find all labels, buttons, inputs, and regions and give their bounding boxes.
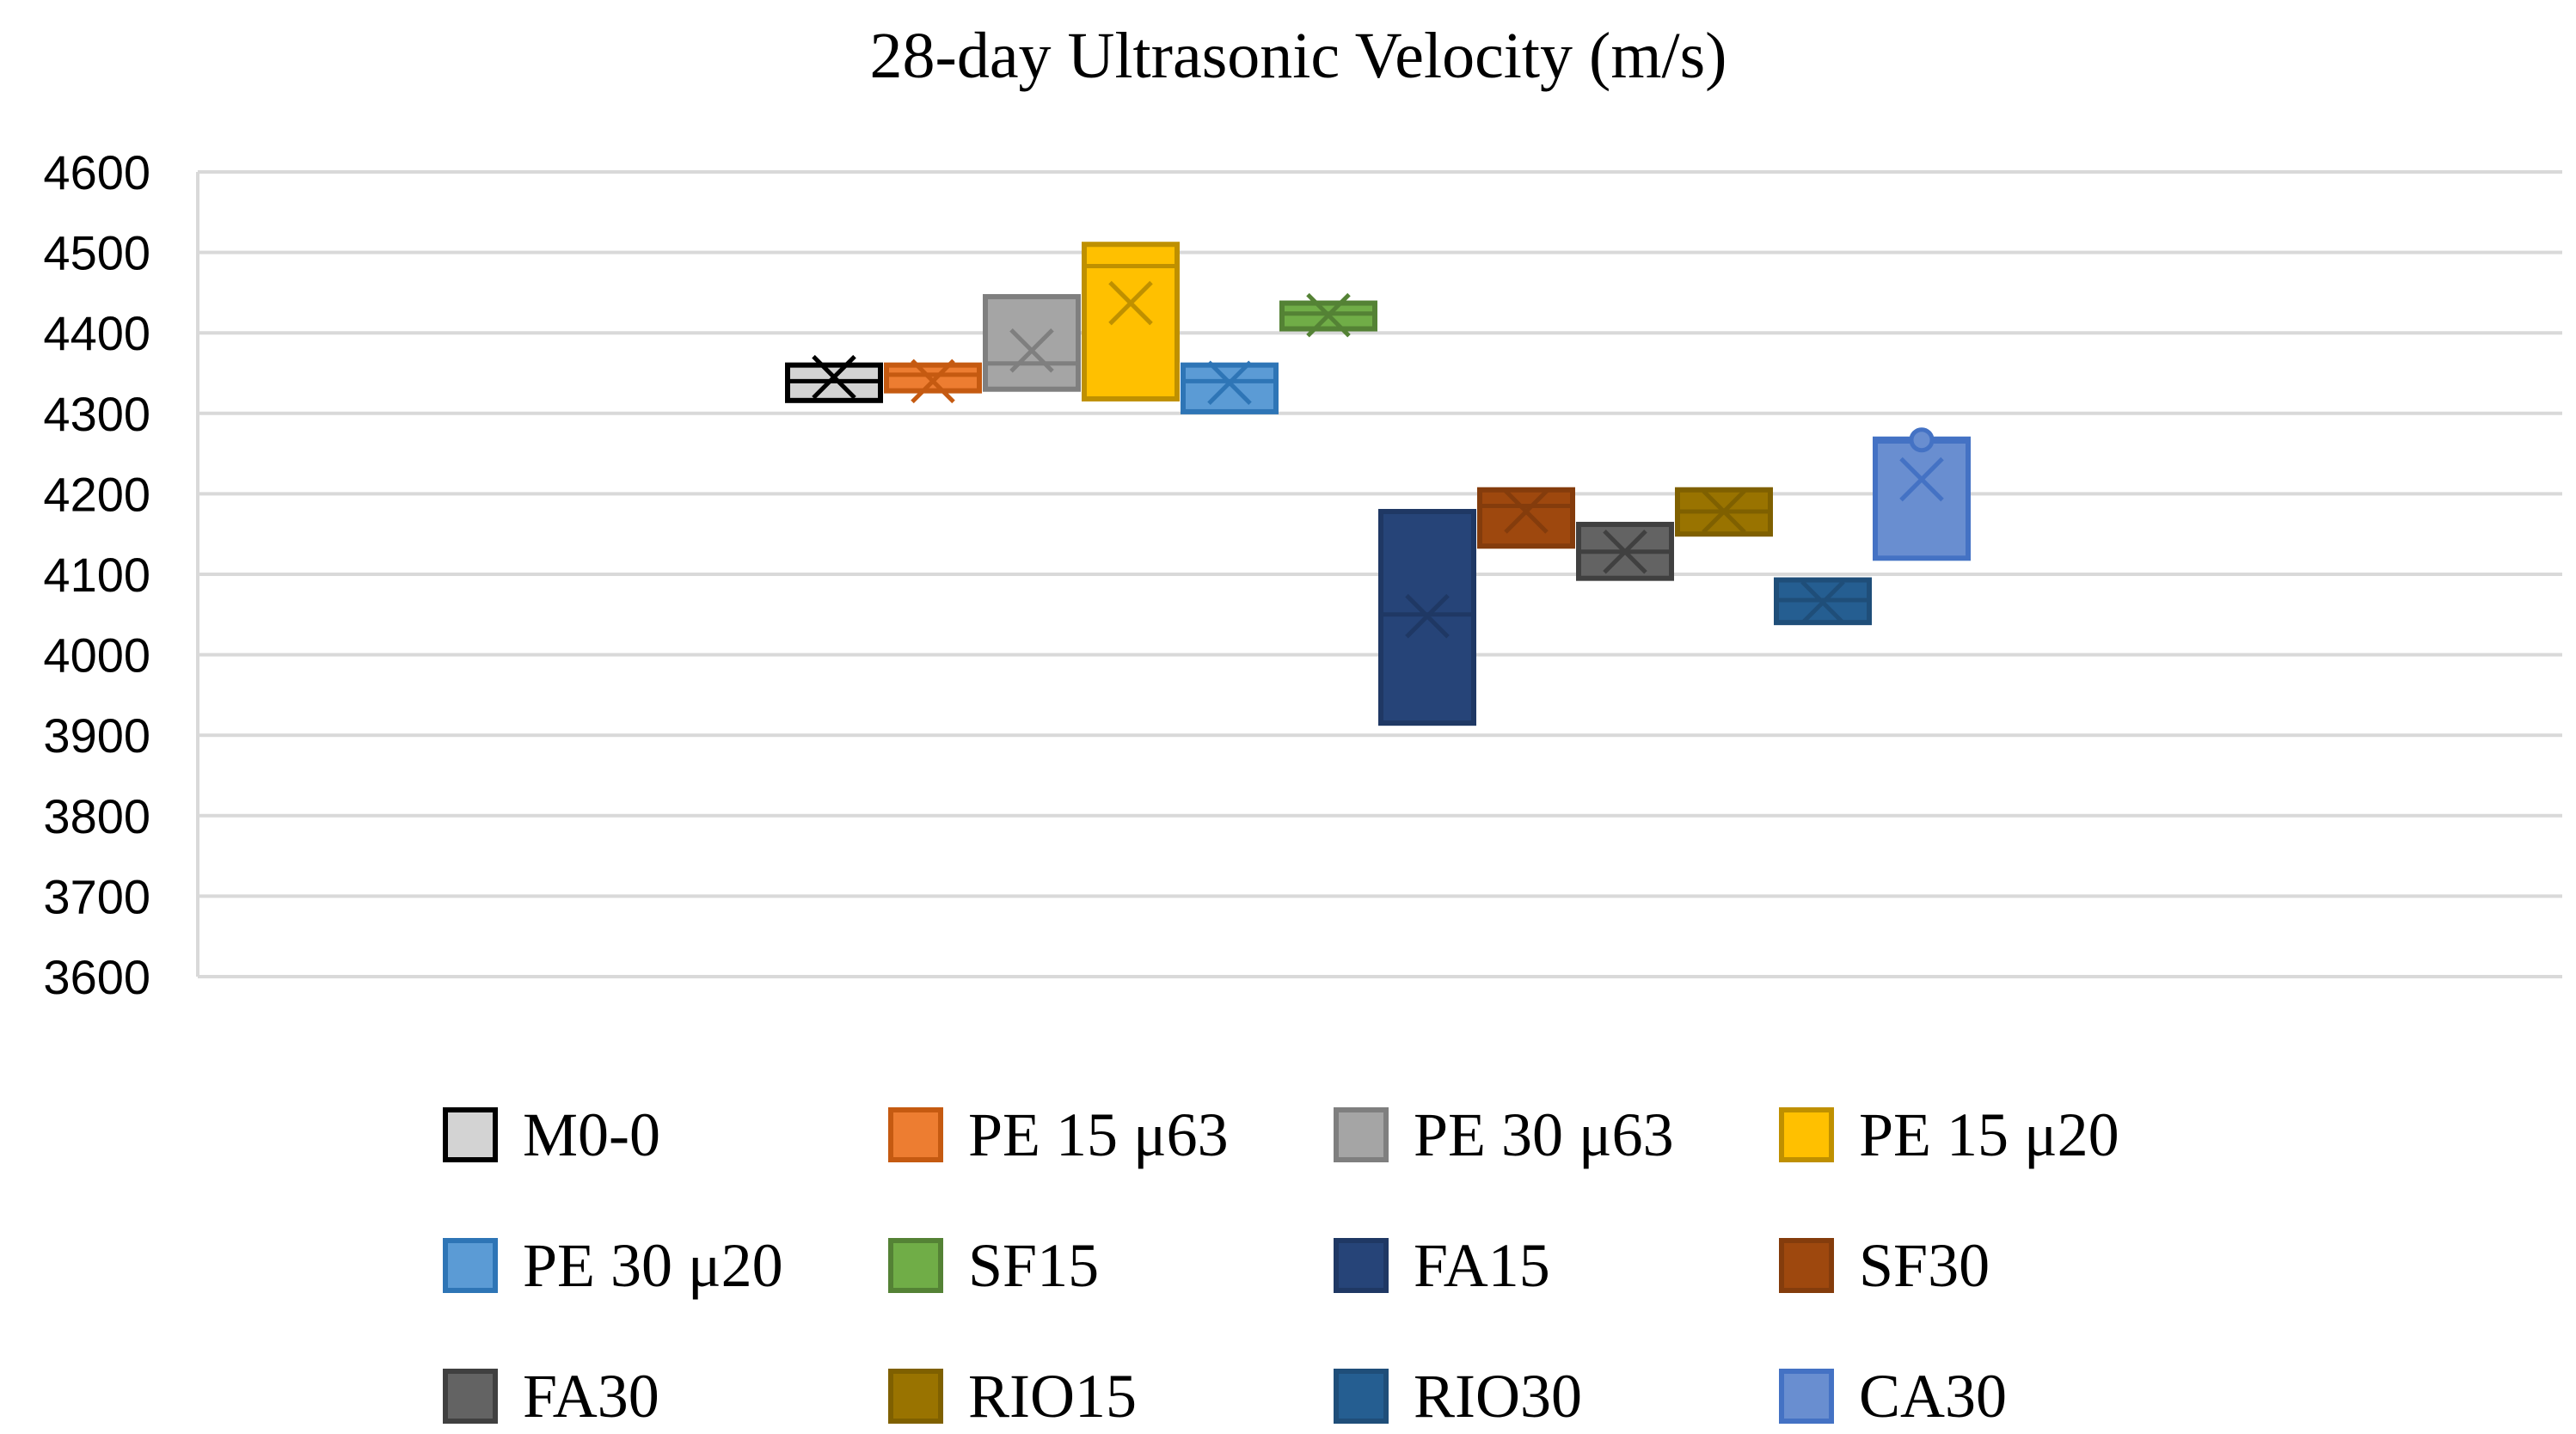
legend-swatch: [1334, 1369, 1389, 1424]
box-RIO15: [1675, 487, 1773, 537]
legend-label: PE 15 μ20: [1859, 1100, 2119, 1169]
mean-marker: [812, 354, 856, 400]
y-tick-label: 3800: [43, 789, 150, 843]
box-rect: [1181, 362, 1279, 414]
legend-entry-SF30: SF30: [1779, 1231, 1990, 1300]
box-rect: [1477, 487, 1575, 549]
legend-swatch: [1779, 1107, 1834, 1162]
y-tick-label: 4600: [43, 145, 150, 199]
legend-label: RIO30: [1414, 1362, 1582, 1431]
legend-swatch: [443, 1107, 498, 1162]
y-tick-label: 3700: [43, 869, 150, 923]
legend-label: CA30: [1859, 1362, 2007, 1431]
mean-marker: [1504, 489, 1549, 534]
legend-label: SF15: [968, 1231, 1099, 1300]
mean-marker: [1207, 360, 1252, 405]
y-tick-label: 3900: [43, 708, 150, 763]
outlier-point: [1909, 427, 1935, 453]
legend-label: PE 15 μ63: [968, 1100, 1229, 1169]
legend-entry-SF15: SF15: [888, 1231, 1099, 1300]
mean-marker: [1702, 489, 1746, 534]
box-PE 30 μ20: [1181, 360, 1279, 414]
box-CA30: [1873, 427, 1971, 561]
mean-marker: [1009, 328, 1054, 373]
legend-swatch: [443, 1369, 498, 1424]
legend-entry-PE 30 μ63: PE 30 μ63: [1334, 1100, 1674, 1169]
legend-swatch: [443, 1238, 498, 1293]
y-tick-label: 4500: [43, 226, 150, 280]
legend-swatch: [888, 1369, 943, 1424]
legend-swatch: [888, 1238, 943, 1293]
legend-entry-CA30: CA30: [1779, 1362, 2007, 1431]
legend-label: PE 30 μ20: [523, 1231, 783, 1300]
mean-marker: [1899, 457, 1944, 502]
y-axis-tick-labels: 4600 4500 4400 4300 4200 4100 4000 3900 3800 3700…: [43, 145, 150, 1004]
legend-entry-PE 15 μ63: PE 15 μ63: [888, 1100, 1229, 1169]
legend-entry-RIO30: RIO30: [1334, 1362, 1582, 1431]
box-FA15: [1378, 508, 1476, 726]
legend-swatch: [1334, 1107, 1389, 1162]
box-rect: [1082, 242, 1180, 401]
legend-label: RIO15: [968, 1362, 1137, 1431]
legend-entry-FA30: FA30: [443, 1362, 659, 1431]
mean-marker: [911, 358, 955, 404]
y-tick-label: 4300: [43, 387, 150, 441]
mean-marker: [1800, 579, 1845, 625]
box-M0-0: [785, 354, 883, 403]
legend-swatch: [888, 1107, 943, 1162]
box-PE 15 μ20: [1082, 242, 1180, 401]
mean-marker: [1405, 593, 1450, 639]
legend-entry-FA15: FA15: [1334, 1231, 1550, 1300]
legend-entry-PE 15 μ20: PE 15 μ20: [1779, 1100, 2119, 1169]
mean-marker: [1306, 292, 1351, 338]
box-SF15: [1279, 292, 1377, 338]
y-tick-label: 4400: [43, 306, 150, 360]
box-RIO30: [1774, 577, 1872, 626]
y-tick-label: 4100: [43, 548, 150, 602]
box-rect: [1279, 300, 1377, 332]
legend-entry-RIO15: RIO15: [888, 1362, 1137, 1431]
box-SF30: [1477, 487, 1575, 549]
legend-label: M0-0: [523, 1100, 660, 1169]
box-FA30: [1576, 521, 1674, 581]
box-PE 30 μ63: [983, 294, 1081, 392]
mean-marker: [1108, 280, 1153, 326]
y-tick-label: 4200: [43, 467, 150, 521]
legend: M0-0 PE 15 μ63 PE 30 μ63 PE 15 μ20 PE 30 μ20…: [443, 1100, 2119, 1431]
legend-label: FA15: [1414, 1231, 1550, 1300]
y-tick-label: 4000: [43, 628, 150, 683]
legend-label: SF30: [1859, 1231, 1990, 1300]
legend-swatch: [1779, 1238, 1834, 1293]
box-rect: [884, 362, 982, 394]
box-series-group: [785, 242, 1971, 726]
box-rect: [1873, 436, 1971, 561]
legend-label: FA30: [523, 1362, 659, 1431]
legend-swatch: [1334, 1238, 1389, 1293]
y-tick-label: 3600: [43, 950, 150, 1004]
legend-swatch: [1779, 1369, 1834, 1424]
legend-label: PE 30 μ63: [1414, 1100, 1674, 1169]
legend-entry-PE 30 μ20: PE 30 μ20: [443, 1231, 783, 1300]
mean-marker: [1603, 530, 1647, 574]
legend-entry-M0-0: M0-0: [443, 1100, 660, 1169]
box-PE 15 μ63: [884, 358, 982, 404]
box-rect: [983, 294, 1081, 392]
chart-title: 28-day Ultrasonic Velocity (m/s): [870, 20, 1727, 92]
